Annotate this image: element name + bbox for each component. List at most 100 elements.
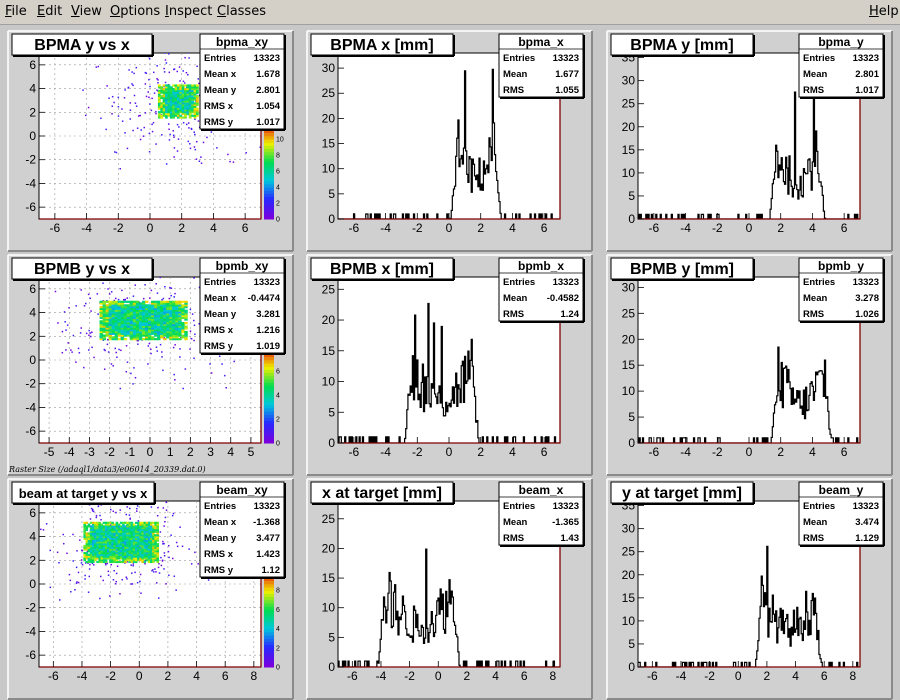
beam_xy-core-bin: [91, 555, 95, 558]
bpmb_xy-core-bin: [102, 304, 106, 307]
beam_xy-core-bin: [141, 543, 144, 546]
bpma_xy-core-bin: [169, 100, 173, 103]
bpma_xy-core-bin: [165, 112, 168, 116]
beam_xy-core-bin: [154, 544, 157, 548]
menu-file[interactable]: File: [5, 4, 27, 19]
beam_xy-scatter-bin: [158, 563, 160, 565]
bpmb_xy-core-bin: [163, 307, 167, 311]
beam_xy-core-bin: [128, 559, 132, 562]
bpmb_xy-core-bin: [147, 334, 152, 337]
bpma_xy-core-bin: [179, 87, 183, 91]
menu-view[interactable]: View: [71, 4, 102, 19]
bpma_xy-palette-cell: [264, 145, 274, 150]
beam_xy-scatter-bin: [159, 531, 162, 533]
bpmb_xy-scatter-bin: [142, 297, 145, 300]
beam_xy-core-bin: [96, 534, 99, 537]
beam_xy-core-bin: [91, 528, 95, 532]
beam_xy-core-bin: [147, 546, 151, 549]
beam_xy-core-bin: [134, 550, 138, 553]
beam_xy-core-bin: [132, 553, 136, 556]
bpmb_xy-scatter-bin: [114, 347, 116, 350]
beam_xy-core-bin: [130, 543, 134, 546]
bpma_xy-core-bin: [176, 100, 180, 103]
bpmb_xy-core-bin: [138, 332, 143, 335]
beam_xy-core-bin: [117, 528, 121, 532]
beam_xy-core-bin: [109, 551, 112, 555]
beam_xy-core-bin: [85, 544, 89, 548]
bpma_xy-scatter-bin: [135, 66, 138, 69]
bpmb_x-title: BPMB x [mm]: [330, 261, 434, 278]
bpmb_xy-core-bin: [138, 316, 143, 319]
bpmb_xy-scatter-bin: [198, 322, 200, 325]
bpmb_x-stats-value: 13323: [553, 277, 579, 288]
beam_xy-core-bin: [154, 548, 157, 551]
beam_xy-scatter-bin: [151, 569, 153, 572]
bpmb_x-ytick-label: 20: [322, 313, 336, 327]
menu-options[interactable]: Options: [110, 4, 161, 19]
beam_xy-core-bin: [91, 544, 95, 548]
beam_xy-core-bin: [152, 534, 155, 537]
beam_xy-scatter-bin: [87, 562, 89, 564]
bpma_xy-core-bin: [191, 93, 195, 96]
bpmb_xy-scatter-bin: [170, 294, 172, 297]
bpmb_xy-core-bin: [111, 304, 116, 307]
bpma_xy-scatter-bin: [117, 96, 120, 99]
beam_xy-core-bin: [111, 532, 114, 535]
bpmb_xy-core-bin: [102, 325, 106, 328]
menu-help[interactable]: Help: [869, 4, 899, 19]
bpma_xy-core-bin: [176, 95, 180, 98]
bpma_xy-core-bin: [181, 109, 185, 112]
bpma_xy-core-bin: [184, 109, 187, 112]
bpmb_xy-core-bin: [123, 329, 128, 332]
bpmb_xy-core-bin: [169, 334, 173, 337]
beam_xy-core-bin: [134, 525, 138, 528]
beam_xy-core-bin: [109, 539, 112, 542]
bpmb_xy-core-bin: [132, 307, 137, 311]
bpmb_xy-core-bin: [166, 329, 170, 332]
bpmb_xy-core-bin: [117, 313, 122, 316]
beam_xy-core-bin: [96, 532, 99, 535]
menu-classes[interactable]: Classes: [217, 4, 266, 19]
bpmb_xy-core-bin: [151, 314, 155, 318]
beam_xy-palette-cell: [264, 599, 274, 604]
beam_xy-scatter-bin: [119, 593, 121, 595]
menu-edit[interactable]: Edit: [37, 4, 63, 19]
beam_xy-scatter-bin: [76, 550, 78, 552]
bpmb_xy-scatter-bin: [189, 308, 192, 311]
beam_xy-core-bin: [115, 532, 119, 535]
bpma_x-histogram-line: [338, 68, 560, 219]
bpmb_xy-scatter-bin: [194, 333, 196, 336]
bpmb_xy-core-bin: [120, 309, 125, 312]
beam_xy-core-bin: [83, 557, 86, 560]
beam_xy-scatter-bin: [81, 549, 84, 552]
beam_xy-core-bin: [126, 543, 129, 546]
beam_xy-core-bin: [122, 557, 125, 560]
bpmb_xy-core-bin: [129, 336, 134, 339]
beam_xy-core-bin: [113, 528, 117, 532]
beam_xy-core-bin: [115, 560, 119, 564]
bpmb_xy-core-bin: [160, 306, 164, 309]
bpma_xy-scatter-bin: [97, 65, 100, 68]
bpmb_xy-core-bin: [120, 320, 125, 323]
beam_xy-core-bin: [98, 527, 101, 530]
bpmb_xy-scatter-bin: [144, 284, 146, 286]
bpma_xy-core-bin: [191, 102, 195, 105]
beam_xy-core-bin: [96, 548, 99, 551]
beam_xy-core-bin: [107, 553, 110, 556]
bpmb_xy-core-bin: [184, 332, 188, 335]
menu-inspect[interactable]: Inspect: [165, 4, 213, 19]
beam_xy-core-bin: [132, 543, 136, 546]
bpmb_xy-core-bin: [141, 313, 146, 316]
bpmb_xy-core-bin: [129, 304, 134, 307]
beam_xy-scatter-bin: [128, 514, 131, 516]
bpma_xy-stats-value: 2.801: [256, 85, 280, 96]
beam_xy-stats-value: -1.368: [253, 517, 280, 528]
beam_xy-core-bin: [141, 537, 144, 540]
beam_xy-xtick-label: 6: [222, 669, 229, 683]
beam_xy-scatter-bin: [164, 520, 166, 523]
bpma_xy-core-bin: [179, 116, 183, 119]
beam_xy-core-bin: [109, 557, 112, 560]
beam_xy-core-bin: [85, 521, 89, 524]
